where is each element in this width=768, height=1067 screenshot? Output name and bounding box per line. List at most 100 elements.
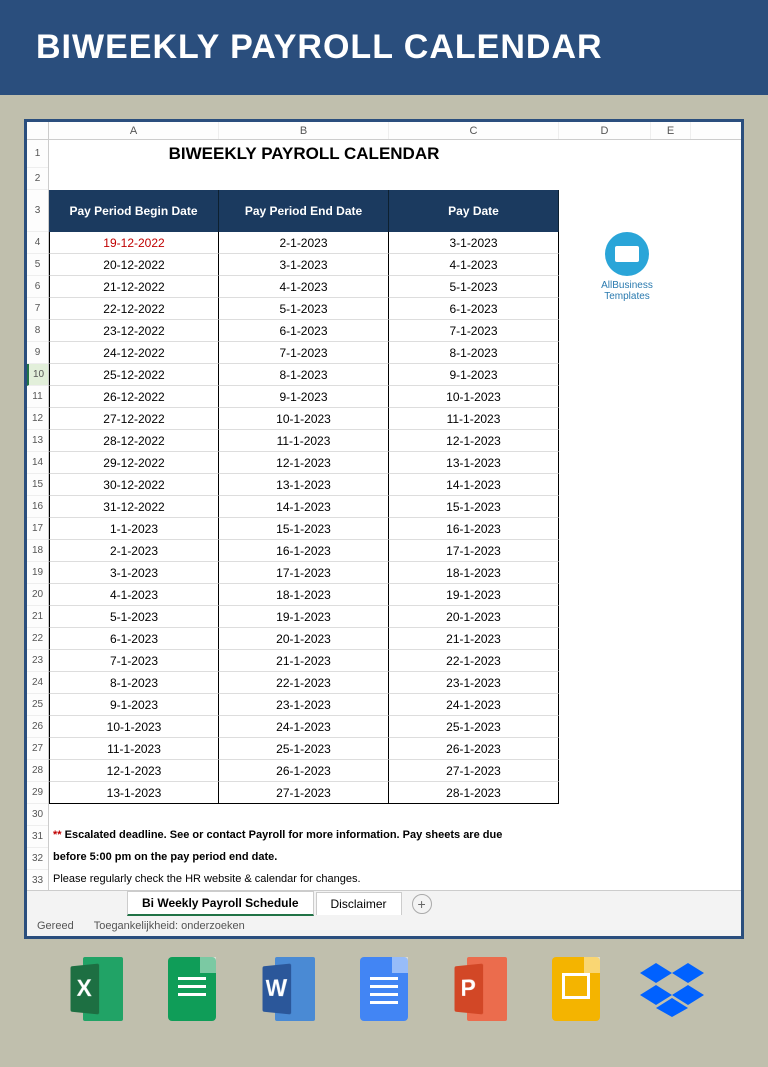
row-number[interactable]: 18 — [27, 540, 48, 562]
table-row[interactable]: 10-1-202324-1-202325-1-2023 — [49, 716, 559, 738]
cell-pay-date[interactable]: 28-1-2023 — [389, 782, 559, 804]
cell-pay-date[interactable]: 26-1-2023 — [389, 738, 559, 760]
cell-begin-date[interactable]: 8-1-2023 — [49, 672, 219, 694]
table-row[interactable]: 12-1-202326-1-202327-1-2023 — [49, 760, 559, 782]
row-number[interactable]: 8 — [27, 320, 48, 342]
gdocs-icon[interactable] — [350, 957, 418, 1025]
cell-end-date[interactable]: 25-1-2023 — [219, 738, 389, 760]
cell-begin-date[interactable]: 20-12-2022 — [49, 254, 219, 276]
cell-pay-date[interactable]: 20-1-2023 — [389, 606, 559, 628]
row-number[interactable]: 21 — [27, 606, 48, 628]
cell-begin-date[interactable]: 29-12-2022 — [49, 452, 219, 474]
row-number[interactable]: 29 — [27, 782, 48, 804]
cell-begin-date[interactable]: 24-12-2022 — [49, 342, 219, 364]
row-number[interactable]: 20 — [27, 584, 48, 606]
cell-pay-date[interactable]: 15-1-2023 — [389, 496, 559, 518]
row-number[interactable]: 5 — [27, 254, 48, 276]
excel-icon[interactable]: X — [62, 957, 130, 1025]
cell-begin-date[interactable]: 3-1-2023 — [49, 562, 219, 584]
cell-begin-date[interactable]: 9-1-2023 — [49, 694, 219, 716]
col-header-e[interactable]: E — [651, 122, 691, 139]
row-number[interactable]: 27 — [27, 738, 48, 760]
table-row[interactable]: 25-12-20228-1-20239-1-2023 — [49, 364, 559, 386]
cell-end-date[interactable]: 8-1-2023 — [219, 364, 389, 386]
cell-end-date[interactable]: 6-1-2023 — [219, 320, 389, 342]
powerpoint-icon[interactable]: P — [446, 957, 514, 1025]
cell-begin-date[interactable]: 27-12-2022 — [49, 408, 219, 430]
cell-begin-date[interactable]: 30-12-2022 — [49, 474, 219, 496]
word-icon[interactable]: W — [254, 957, 322, 1025]
row-number[interactable]: 30 — [27, 804, 48, 826]
cell-pay-date[interactable]: 27-1-2023 — [389, 760, 559, 782]
cell-begin-date[interactable]: 5-1-2023 — [49, 606, 219, 628]
cell-end-date[interactable]: 21-1-2023 — [219, 650, 389, 672]
table-row[interactable]: 26-12-20229-1-202310-1-2023 — [49, 386, 559, 408]
cell-begin-date[interactable]: 13-1-2023 — [49, 782, 219, 804]
table-row[interactable]: 8-1-202322-1-202323-1-2023 — [49, 672, 559, 694]
cell-end-date[interactable]: 26-1-2023 — [219, 760, 389, 782]
cell-pay-date[interactable]: 9-1-2023 — [389, 364, 559, 386]
row-number[interactable]: 19 — [27, 562, 48, 584]
cell-end-date[interactable]: 13-1-2023 — [219, 474, 389, 496]
cell-pay-date[interactable]: 17-1-2023 — [389, 540, 559, 562]
col-header-c[interactable]: C — [389, 122, 559, 139]
row-number[interactable]: 32 — [27, 848, 48, 870]
cell-end-date[interactable]: 23-1-2023 — [219, 694, 389, 716]
brand-badge[interactable]: AllBusiness Templates — [583, 232, 671, 302]
row-number[interactable]: 24 — [27, 672, 48, 694]
cell-begin-date[interactable]: 25-12-2022 — [49, 364, 219, 386]
cell-end-date[interactable]: 22-1-2023 — [219, 672, 389, 694]
table-row[interactable]: 5-1-202319-1-202320-1-2023 — [49, 606, 559, 628]
grid[interactable]: BIWEEKLY PAYROLL CALENDAR Pay Period Beg… — [49, 140, 741, 892]
cell-begin-date[interactable]: 2-1-2023 — [49, 540, 219, 562]
table-row[interactable]: 24-12-20227-1-20238-1-2023 — [49, 342, 559, 364]
cell-end-date[interactable]: 19-1-2023 — [219, 606, 389, 628]
row-number[interactable]: 13 — [27, 430, 48, 452]
cell-pay-date[interactable]: 21-1-2023 — [389, 628, 559, 650]
gslides-icon[interactable] — [542, 957, 610, 1025]
table-row[interactable]: 21-12-20224-1-20235-1-2023 — [49, 276, 559, 298]
row-number[interactable]: 25 — [27, 694, 48, 716]
table-row[interactable]: 29-12-202212-1-202313-1-2023 — [49, 452, 559, 474]
row-number[interactable]: 6 — [27, 276, 48, 298]
cell-end-date[interactable]: 9-1-2023 — [219, 386, 389, 408]
row-number[interactable]: 10 — [27, 364, 48, 386]
cell-begin-date[interactable]: 23-12-2022 — [49, 320, 219, 342]
row-number[interactable]: 26 — [27, 716, 48, 738]
cell-begin-date[interactable]: 22-12-2022 — [49, 298, 219, 320]
row-number[interactable]: 3 — [27, 190, 48, 232]
row-number[interactable]: 15 — [27, 474, 48, 496]
select-all-corner[interactable] — [27, 122, 49, 139]
cell-end-date[interactable]: 11-1-2023 — [219, 430, 389, 452]
cell-end-date[interactable]: 24-1-2023 — [219, 716, 389, 738]
cell-end-date[interactable]: 20-1-2023 — [219, 628, 389, 650]
row-number[interactable]: 22 — [27, 628, 48, 650]
cell-end-date[interactable]: 27-1-2023 — [219, 782, 389, 804]
cell-begin-date[interactable]: 28-12-2022 — [49, 430, 219, 452]
status-accessibility[interactable]: Toegankelijkheid: onderzoeken — [94, 920, 245, 932]
table-row[interactable]: 6-1-202320-1-202321-1-2023 — [49, 628, 559, 650]
table-row[interactable]: 13-1-202327-1-202328-1-2023 — [49, 782, 559, 804]
cell-pay-date[interactable]: 22-1-2023 — [389, 650, 559, 672]
table-row[interactable]: 31-12-202214-1-202315-1-2023 — [49, 496, 559, 518]
table-row[interactable]: 30-12-202213-1-202314-1-2023 — [49, 474, 559, 496]
table-row[interactable]: 19-12-20222-1-20233-1-2023 — [49, 232, 559, 254]
cell-end-date[interactable]: 15-1-2023 — [219, 518, 389, 540]
cell-end-date[interactable]: 5-1-2023 — [219, 298, 389, 320]
cell-pay-date[interactable]: 11-1-2023 — [389, 408, 559, 430]
cell-pay-date[interactable]: 3-1-2023 — [389, 232, 559, 254]
cell-pay-date[interactable]: 23-1-2023 — [389, 672, 559, 694]
cell-pay-date[interactable]: 10-1-2023 — [389, 386, 559, 408]
cell-pay-date[interactable]: 4-1-2023 — [389, 254, 559, 276]
table-row[interactable]: 3-1-202317-1-202318-1-2023 — [49, 562, 559, 584]
table-row[interactable]: 27-12-202210-1-202311-1-2023 — [49, 408, 559, 430]
cell-pay-date[interactable]: 18-1-2023 — [389, 562, 559, 584]
table-row[interactable]: 4-1-202318-1-202319-1-2023 — [49, 584, 559, 606]
cell-end-date[interactable]: 16-1-2023 — [219, 540, 389, 562]
table-row[interactable]: 9-1-202323-1-202324-1-2023 — [49, 694, 559, 716]
cell-begin-date[interactable]: 1-1-2023 — [49, 518, 219, 540]
cell-end-date[interactable]: 4-1-2023 — [219, 276, 389, 298]
cell-end-date[interactable]: 3-1-2023 — [219, 254, 389, 276]
cell-end-date[interactable]: 17-1-2023 — [219, 562, 389, 584]
tab-add[interactable]: + — [412, 894, 432, 914]
